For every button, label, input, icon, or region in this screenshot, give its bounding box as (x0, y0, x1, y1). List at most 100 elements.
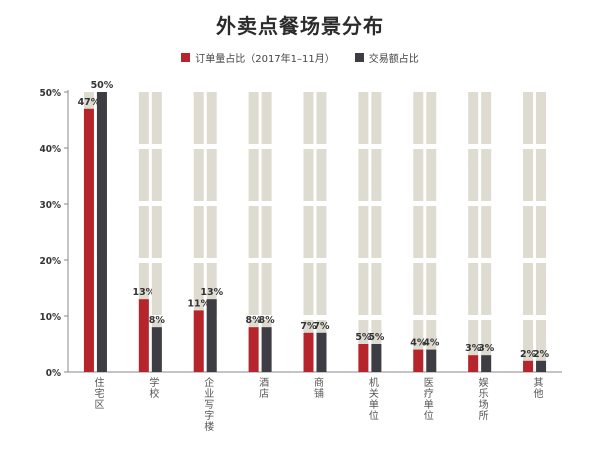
track-segment (371, 149, 382, 201)
data-label: 7% (300, 321, 317, 332)
bar-orders (358, 344, 369, 372)
track-segment (193, 149, 204, 201)
track-segment (193, 92, 204, 144)
track-segment (426, 149, 437, 201)
track-segment (248, 149, 259, 201)
track-segment (523, 320, 534, 372)
track-segment (413, 149, 424, 201)
y-tick-label: 0% (46, 368, 61, 379)
legend-swatch-revenue (354, 53, 364, 62)
track-segment (206, 92, 217, 144)
bar-revenue (206, 299, 217, 372)
y-tick-label: 10% (39, 312, 61, 323)
track-segment (303, 92, 314, 144)
bar-orders (83, 108, 94, 373)
track-segment (413, 206, 424, 258)
data-label: 11% (187, 298, 210, 309)
track-segment (303, 206, 314, 258)
data-label: 5% (355, 332, 372, 343)
track-bar (371, 92, 382, 372)
bar-revenue (426, 349, 437, 372)
bar-orders (413, 349, 424, 372)
track-segment (426, 263, 437, 315)
legend: 订单量占比（2017年1–11月） 交易额占比 (0, 50, 600, 65)
track-segment (206, 263, 217, 315)
track-segment (426, 206, 437, 258)
x-category-label: 酒店 (259, 377, 269, 400)
track-segment (248, 92, 259, 144)
bar-revenue (151, 327, 162, 372)
y-tick-label: 30% (39, 200, 61, 211)
bar-orders (468, 355, 479, 372)
bar-orders (138, 299, 149, 372)
data-label: 5% (368, 332, 385, 343)
track-segment (206, 206, 217, 258)
track-segment (138, 149, 149, 201)
track-segment (193, 206, 204, 258)
y-tick-label: 50% (39, 88, 61, 99)
data-label: 47% (78, 97, 101, 108)
track-segment (426, 92, 437, 144)
track-segment (138, 263, 149, 315)
data-label: 50% (91, 80, 114, 91)
track-segment (468, 320, 479, 372)
bar-revenue (261, 327, 272, 372)
track-segment (413, 320, 424, 372)
track-segment (316, 206, 327, 258)
x-category-label: 商铺 (314, 376, 324, 400)
data-label: 3% (478, 343, 495, 354)
y-tick-label: 40% (39, 144, 61, 155)
track-segment (138, 92, 149, 144)
track-bar (468, 92, 479, 372)
x-category-label: 住宅区 (94, 376, 104, 411)
track-segment (261, 206, 272, 258)
track-segment (261, 149, 272, 201)
track-bar (413, 92, 424, 372)
track-segment (316, 263, 327, 315)
track-segment (523, 263, 534, 315)
bar-revenue (481, 355, 492, 372)
data-label: 2% (520, 349, 537, 360)
track-segment (358, 263, 369, 315)
track-segment (468, 149, 479, 201)
x-category-label: 企业写字楼 (204, 376, 214, 433)
track-segment (151, 206, 162, 258)
legend-label-revenue: 交易额占比 (368, 54, 419, 65)
bar-orders (193, 310, 204, 372)
track-segment (261, 263, 272, 315)
track-segment (481, 206, 492, 258)
track-segment (151, 149, 162, 201)
bar-orders (248, 327, 259, 372)
track-segment (481, 263, 492, 315)
x-category-label: 学校 (149, 376, 159, 400)
track-segment (248, 263, 259, 315)
legend-item-revenue: 交易额占比 (354, 50, 419, 65)
track-segment (481, 320, 492, 372)
bar-revenue (536, 360, 547, 372)
track-segment (536, 149, 547, 201)
data-label: 3% (465, 343, 482, 354)
track-segment (523, 92, 534, 144)
x-category-label: 其他 (534, 377, 544, 400)
data-label: 13% (200, 287, 223, 298)
track-segment (426, 320, 437, 372)
legend-label-orders: 订单量占比（2017年1–11月） (195, 54, 335, 65)
track-segment (316, 92, 327, 144)
track-segment (468, 206, 479, 258)
track-segment (193, 263, 204, 315)
chart-title: 外卖点餐场景分布 (216, 14, 384, 38)
data-label: 8% (259, 315, 276, 326)
track-segment (151, 263, 162, 315)
track-segment (468, 263, 479, 315)
track-segment (138, 206, 149, 258)
track-segment (261, 92, 272, 144)
x-category-label: 机关单位 (369, 376, 379, 422)
track-segment (206, 149, 217, 201)
track-bar (481, 92, 492, 372)
track-segment (248, 206, 259, 258)
data-label: 8% (149, 315, 166, 326)
track-segment (481, 92, 492, 144)
data-label: 7% (313, 321, 330, 332)
track-bar (523, 92, 534, 372)
